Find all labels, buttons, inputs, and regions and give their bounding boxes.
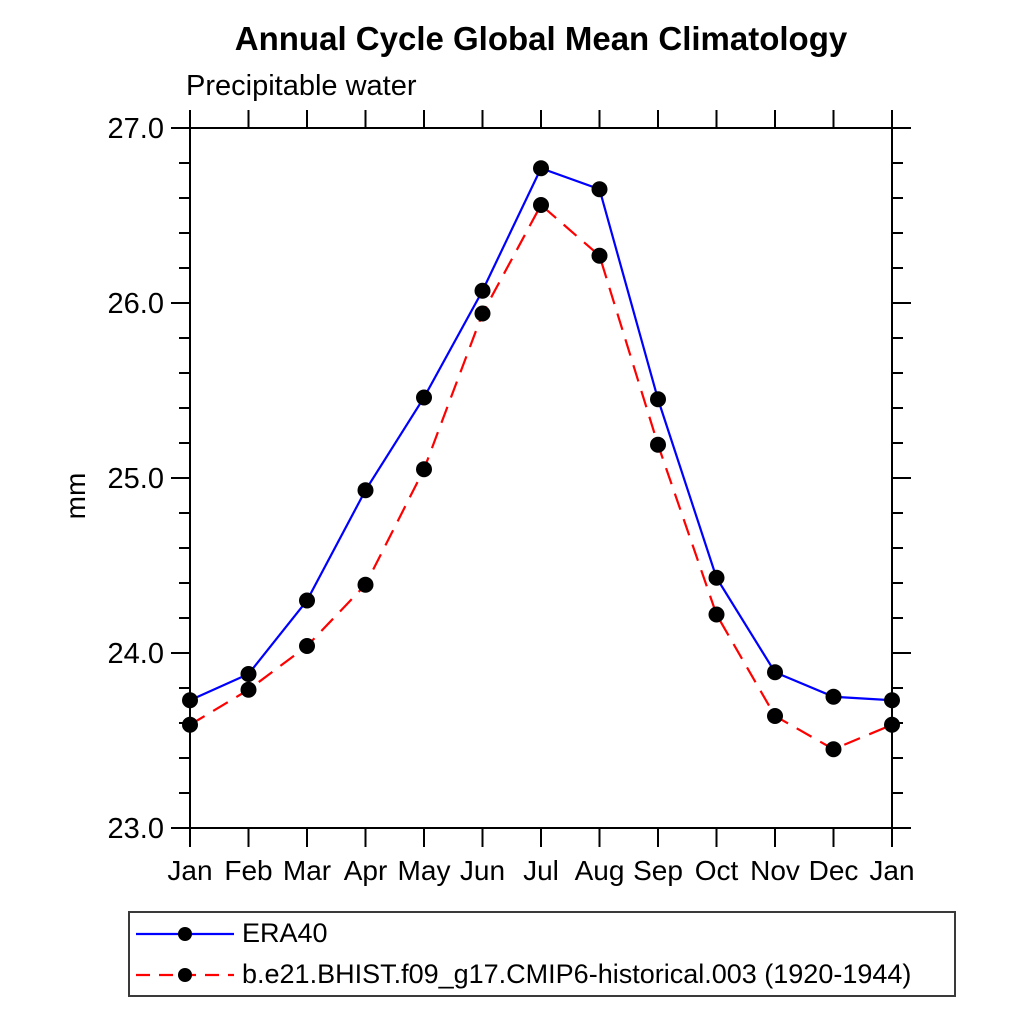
data-point-marker xyxy=(650,436,666,453)
x-tick-label: Apr xyxy=(344,855,388,886)
x-tick-label: Oct xyxy=(695,855,739,886)
legend-entry-2: b.e21.BHIST.f09_g17.CMIP6-historical.003… xyxy=(130,954,954,995)
chart-subtitle: Precipitable water xyxy=(186,70,417,102)
data-point-marker xyxy=(416,461,432,478)
x-tick-label: Mar xyxy=(283,855,331,886)
data-point-marker xyxy=(299,592,315,609)
data-point-marker xyxy=(474,282,491,299)
data-point-marker xyxy=(299,638,315,654)
data-point-marker xyxy=(591,181,608,198)
data-point-marker xyxy=(591,247,608,264)
chart-title: Annual Cycle Global Mean Climatology xyxy=(234,20,848,57)
data-point-marker xyxy=(884,716,900,733)
x-tick-label: Jan xyxy=(869,855,914,886)
legend-label: b.e21.BHIST.f09_g17.CMIP6-historical.003… xyxy=(242,959,912,989)
legend-label: ERA40 xyxy=(242,918,328,948)
data-point-marker xyxy=(474,305,491,322)
data-point-marker xyxy=(825,741,842,758)
y-tick-label: 23.0 xyxy=(108,813,164,845)
x-tick-label: Jul xyxy=(523,855,559,886)
y-tick-label: 27.0 xyxy=(108,113,164,145)
y-tick-label: 26.0 xyxy=(108,288,164,320)
data-point-marker xyxy=(416,389,432,406)
x-tick-label: Feb xyxy=(224,855,272,886)
data-point-marker xyxy=(357,576,374,593)
data-point-marker xyxy=(357,482,374,499)
data-point-marker xyxy=(182,716,198,733)
series-line-2 xyxy=(189,203,893,751)
data-point-marker xyxy=(240,666,257,682)
x-tick-label: May xyxy=(398,855,451,886)
y-tick-label: 24.0 xyxy=(108,638,164,670)
data-point-marker xyxy=(650,391,666,408)
data-point-marker xyxy=(825,688,842,705)
x-tick-label: Nov xyxy=(750,855,800,886)
legend-line-sample xyxy=(136,926,234,941)
data-point-marker xyxy=(240,681,257,698)
legend-entry-1: ERA40 xyxy=(130,913,954,954)
data-point-marker xyxy=(182,692,198,709)
x-tick-label: Jun xyxy=(460,855,505,886)
data-point-marker xyxy=(767,664,783,681)
x-tick-label: Aug xyxy=(575,855,625,886)
x-tick-label: Dec xyxy=(809,855,859,886)
x-tick-label: Jan xyxy=(167,855,212,886)
data-point-marker xyxy=(533,197,549,213)
legend-line-sample xyxy=(136,967,234,982)
y-tick-label: 25.0 xyxy=(108,463,164,495)
data-point-marker xyxy=(708,569,725,586)
data-point-marker xyxy=(767,708,783,724)
legend-marker-dot xyxy=(178,967,192,982)
x-tick-label: Sep xyxy=(633,855,683,886)
series-line-1 xyxy=(189,166,893,702)
data-point-marker xyxy=(708,606,725,623)
data-point-marker xyxy=(533,160,549,177)
data-point-marker xyxy=(884,692,900,709)
chart-legend: ERA40 b.e21.BHIST.f09_g17.CMIP6-historica… xyxy=(128,911,956,997)
legend-marker-dot xyxy=(178,926,192,941)
